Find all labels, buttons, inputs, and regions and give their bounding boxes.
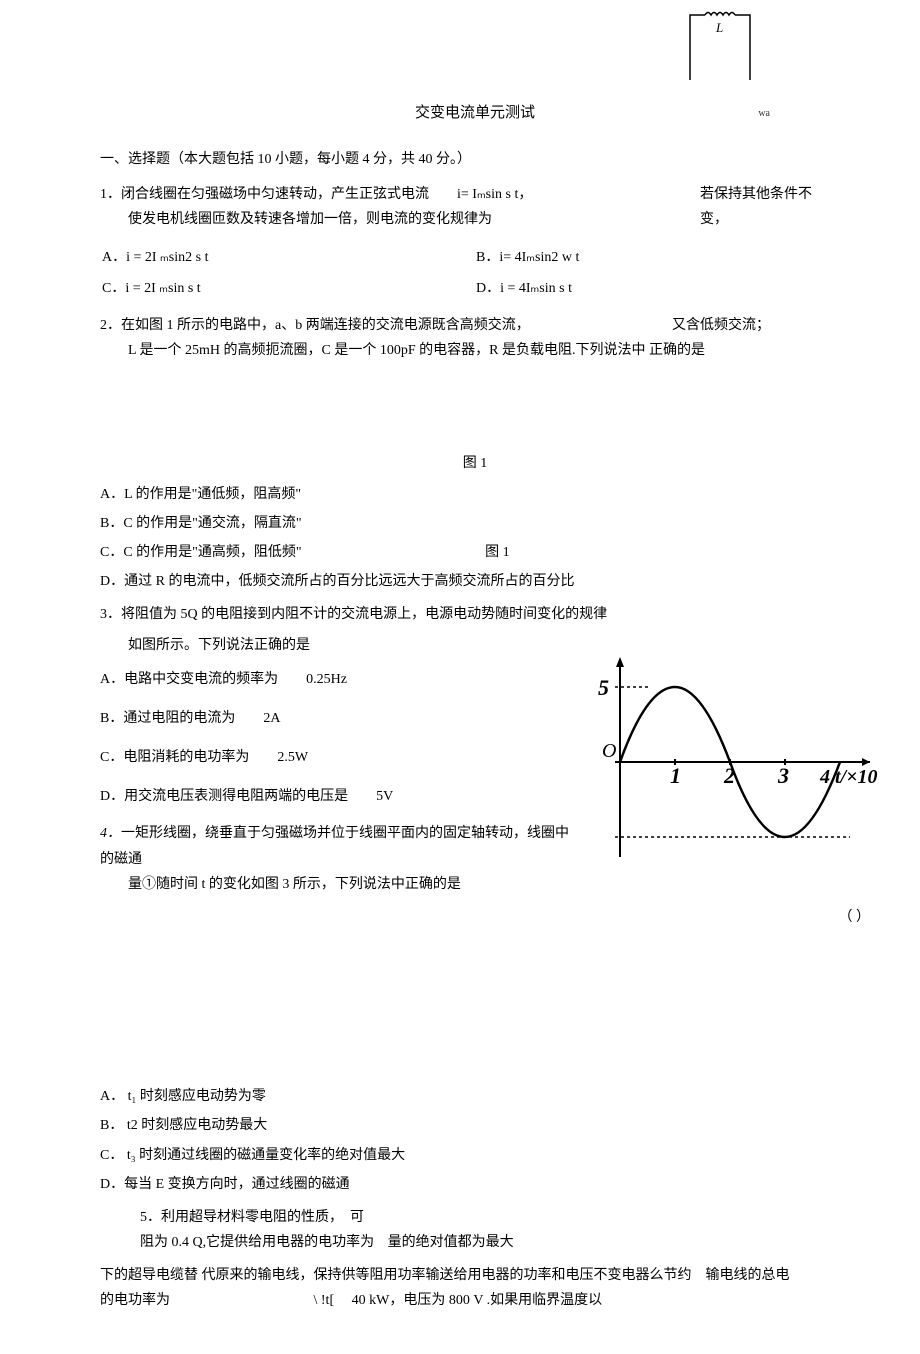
inductor-label-l: L	[715, 20, 723, 35]
figure-1-label: 图 1	[100, 451, 850, 476]
q4-num: 4．	[100, 826, 121, 841]
svg-text:3: 3	[777, 763, 789, 788]
svg-text:2: 2	[723, 763, 735, 788]
q3-num: 3．	[100, 607, 121, 622]
q1-option-d: D．i = 4Iₘsin s t	[476, 274, 848, 303]
q2-line1: 在如图 1 所示的电路中，a、b 两端连接的交流电源既含高频交流，	[121, 318, 530, 333]
svg-text:4 t/×10⁻²s: 4 t/×10⁻²s	[819, 766, 880, 788]
q2-option-c: C．C 的作用是"通高频，阻低频" 图 1	[100, 540, 850, 565]
q5-line1: 利用超导材料零电阻的性质， 可	[161, 1210, 364, 1225]
q2-num: 2．	[100, 318, 121, 333]
q1-option-a: A．i = 2I ₘsin2 s t	[102, 243, 474, 272]
q1-options: A．i = 2I ₘsin2 s t B．i= 4Iₘsin2 w t C．i …	[100, 241, 850, 305]
q5-line3: 下的超导电缆替 代原来的输电线，保持供等阻用功率输送给用电器的功率和电压不变电器…	[100, 1263, 850, 1288]
q4-paren: （ ）	[100, 905, 870, 930]
q2-option-b: B．C 的作用是"通交流，隔直流"	[100, 511, 850, 536]
q4-option-b: B． t2 时刻感应电动势最大	[100, 1113, 850, 1138]
figure-1-label-2: 图 1	[485, 540, 510, 565]
question-2: 2．在如图 1 所示的电路中，a、b 两端连接的交流电源既含高频交流， 又含低频…	[100, 313, 850, 363]
question-3: 3．将阻值为 5Q 的电阻接到内阻不计的交流电源上，电源电动势随时间变化的规律 …	[100, 602, 850, 658]
question-5: 5．利用超导材料零电阻的性质， 可 阻为 0.4 Q,它提供给用电器的电功率为 …	[100, 1205, 850, 1255]
q1-option-c: C．i = 2I ₘsin s t	[102, 274, 474, 303]
q2-line2: L 是一个 25mH 的高频扼流圈，C 是一个 100pF 的电容器，R 是负载…	[100, 338, 850, 363]
q1-num: 1．	[100, 187, 121, 202]
inductor-diagram: L	[680, 10, 770, 109]
q5-num: 5．	[140, 1210, 161, 1225]
q1-right-note: 若保持其他条件不 变，	[700, 182, 850, 232]
q1-line1: 闭合线圈在匀强磁场中匀速转动，产生正弦式电流 i= Iₘsin s t，	[121, 187, 532, 202]
sine-wave-chart: 5 O 1 2 3 4 t/×10⁻²s	[570, 657, 880, 876]
q2-right1: 又含低频交流；	[672, 313, 770, 338]
q2-option-a: A．L 的作用是"通低频，阻高频"	[100, 482, 850, 507]
q1-option-b: B．i= 4Iₘsin2 w t	[476, 243, 848, 272]
q4-option-c: C． t₃ 时刻通过线圈的磁通量变化率的绝对值最大	[100, 1143, 850, 1168]
q3-line1: 将阻值为 5Q 的电阻接到内阻不计的交流电源上，电源电动势随时间变化的规律	[121, 607, 607, 622]
q4-option-d: D．每当 E 变换方向时，通过线圈的磁通	[100, 1172, 850, 1197]
svg-text:5: 5	[598, 675, 609, 700]
q5-line2: 阻为 0.4 Q,它提供给用电器的电功率为 量的绝对值都为最大	[140, 1230, 850, 1255]
q4-option-a: A． t₁ 时刻感应电动势为零	[100, 1084, 850, 1109]
q2-option-d: D．通过 R 的电流中，低频交流所占的百分比远远大于高频交流所占的百分比	[100, 569, 850, 594]
q4-line1: 一矩形线圈，绕垂直于匀强磁场并位于线圈平面内的固定轴转动，线圈中的磁通	[100, 826, 569, 866]
note-wa: wa	[758, 105, 770, 123]
q5-line4: 的电功率为 \ !t[ 40 kW，电压为 800 V .如果用临界温度以	[100, 1288, 850, 1313]
question-1: 若保持其他条件不 变， 1．闭合线圈在匀强磁场中匀速转动，产生正弦式电流 i= …	[100, 182, 850, 232]
section-1-head: 一、选择题（本大题包括 10 小题，每小题 4 分，共 40 分。）	[100, 147, 850, 172]
q3-line2: 如图所示。下列说法正确的是	[100, 633, 850, 658]
svg-text:O: O	[602, 740, 616, 762]
svg-text:1: 1	[670, 763, 681, 788]
